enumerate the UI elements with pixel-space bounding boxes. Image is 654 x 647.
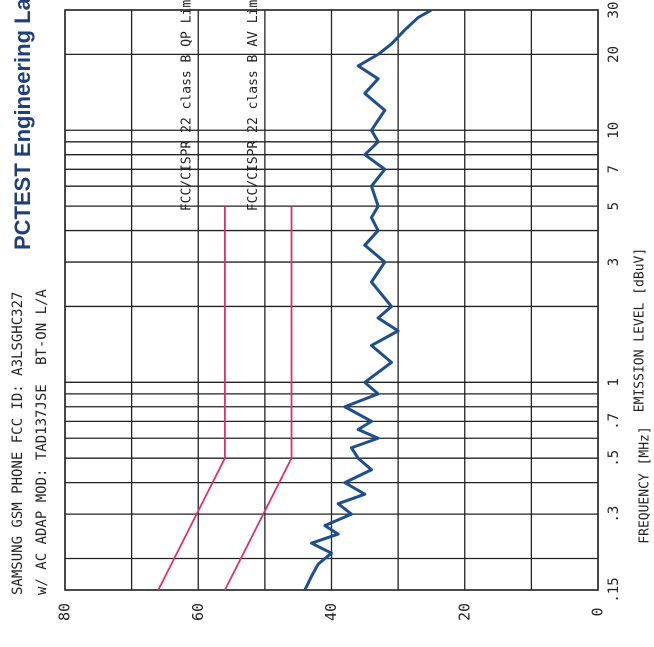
y-axis-title: EMISSION LEVEL [dBuV]	[633, 248, 648, 412]
x-tick-label: .7	[606, 413, 622, 430]
x-tick-label: 7	[606, 165, 622, 173]
series-line	[303, 8, 433, 591]
x-tick-label: 20	[606, 46, 622, 63]
x-tick-label: 5	[606, 202, 622, 210]
series-line	[157, 206, 226, 591]
logo: PCTEST Engineering Lab.	[10, 0, 35, 250]
x-tick-label: 3	[606, 258, 622, 266]
y-tick-label: 60	[189, 603, 207, 621]
y-tick-label: 0	[589, 607, 607, 616]
y-tick-label: 20	[455, 603, 473, 621]
x-tick-label: .15	[606, 577, 622, 602]
y-tick-label: 80	[56, 603, 74, 621]
series-label: FCC/CISPR 22 class B QP Limits	[179, 0, 194, 211]
x-tick-label: 30	[606, 2, 622, 19]
mode-label: BT-ON L/A	[34, 289, 50, 365]
x-tick-label: .5	[606, 450, 622, 467]
x-tick-label: .3	[606, 506, 622, 523]
x-tick-label: 10	[606, 122, 622, 139]
series-line	[224, 206, 293, 591]
x-axis-title: FREQUENCY [MHz]	[638, 426, 653, 543]
series-label: FCC/CISPR 22 class B AV Limits	[246, 0, 261, 211]
chart-title: SAMSUNG GSM PHONE FCC ID: A3LSGHC327	[10, 292, 26, 595]
y-tick-label: 40	[322, 603, 340, 621]
x-tick-label: 1	[606, 378, 622, 386]
chart-subtitle: w/ AC ADAP MOD: TAD137JSE	[34, 384, 50, 595]
